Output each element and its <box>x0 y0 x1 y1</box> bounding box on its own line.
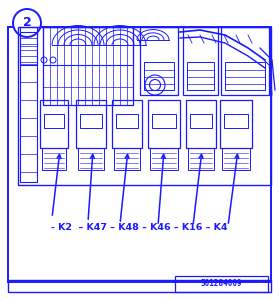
Circle shape <box>50 57 56 63</box>
Bar <box>76 100 106 148</box>
Bar <box>152 114 176 128</box>
Bar <box>80 114 102 128</box>
Bar <box>188 148 214 170</box>
Circle shape <box>150 80 160 91</box>
Bar <box>8 280 271 292</box>
Circle shape <box>13 9 41 37</box>
Bar <box>190 114 212 128</box>
Bar <box>43 27 133 105</box>
Bar <box>220 100 252 148</box>
Text: 2: 2 <box>23 16 31 29</box>
Bar <box>116 114 138 128</box>
Bar <box>20 27 37 65</box>
Bar <box>18 27 271 185</box>
Bar <box>140 27 178 95</box>
Text: 501284009: 501284009 <box>200 280 242 289</box>
Bar <box>40 100 68 148</box>
Bar <box>175 276 268 292</box>
Bar <box>222 148 250 170</box>
Bar <box>20 32 37 182</box>
Bar <box>186 100 216 148</box>
Bar <box>224 114 248 128</box>
Bar <box>183 27 218 95</box>
Bar <box>225 62 265 90</box>
Circle shape <box>145 75 165 95</box>
Bar <box>148 100 180 148</box>
Bar <box>187 62 214 90</box>
Bar <box>44 114 64 128</box>
Bar <box>43 27 133 65</box>
Circle shape <box>41 57 47 63</box>
Bar <box>8 27 271 282</box>
Bar <box>112 100 142 148</box>
Bar <box>42 148 66 170</box>
Bar <box>114 148 140 170</box>
Bar <box>78 148 104 170</box>
Bar <box>150 148 178 170</box>
Bar <box>144 62 174 90</box>
Bar <box>221 27 269 95</box>
Text: - K2  – K47 – K48 – K46 – K16 – K4: - K2 – K47 – K48 – K46 – K16 – K4 <box>51 224 227 232</box>
